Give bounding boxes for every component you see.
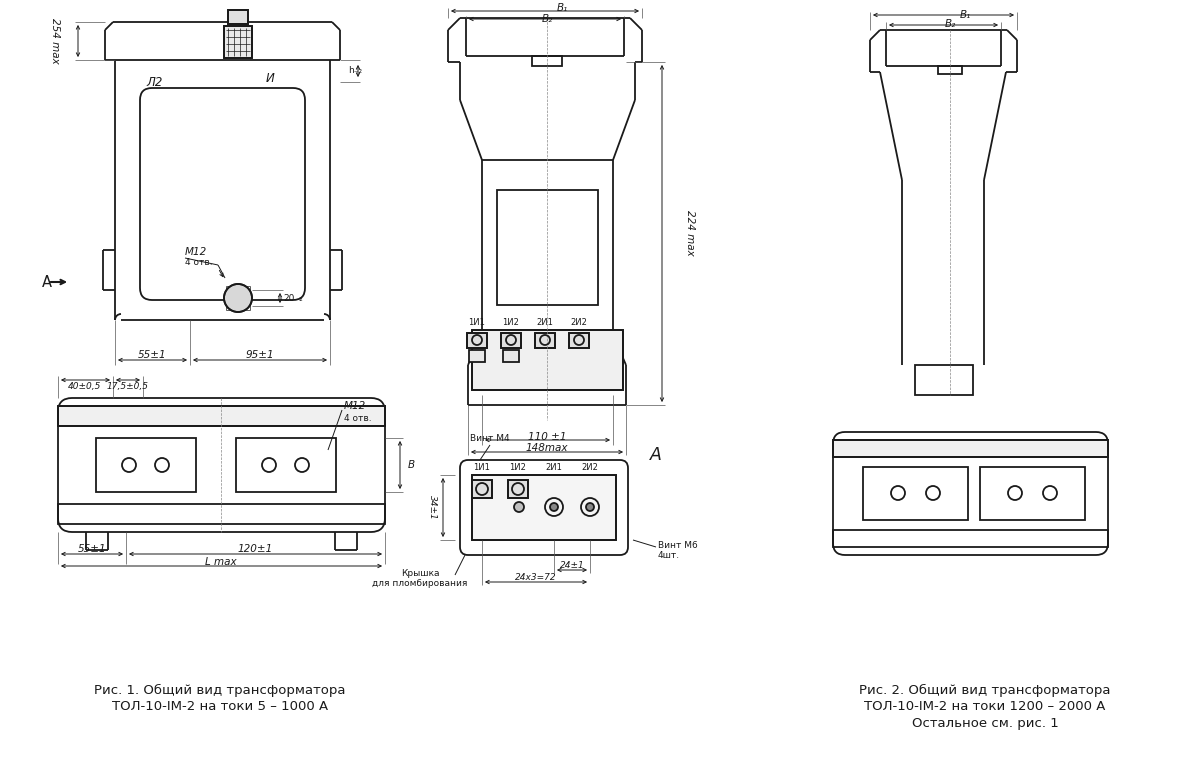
Bar <box>472 480 492 498</box>
Bar <box>472 475 616 540</box>
Bar <box>502 333 521 348</box>
Bar <box>503 350 520 362</box>
Bar <box>508 480 528 498</box>
Bar <box>472 330 623 390</box>
Text: 2И1: 2И1 <box>536 317 553 327</box>
Text: Винт М6: Винт М6 <box>658 541 697 549</box>
Text: h₋₂: h₋₂ <box>348 66 362 74</box>
Bar <box>224 26 252 58</box>
Text: 40±0,5: 40±0,5 <box>68 382 102 390</box>
Text: Рис. 2. Общий вид трансформатора: Рис. 2. Общий вид трансформатора <box>859 683 1111 697</box>
Text: 1И2: 1И2 <box>503 317 520 327</box>
Text: 4шт.: 4шт. <box>658 551 680 559</box>
Bar <box>236 438 336 492</box>
Circle shape <box>224 284 252 312</box>
Text: Рис. 1. Общий вид трансформатора: Рис. 1. Общий вид трансформатора <box>95 683 346 697</box>
Bar <box>532 56 562 66</box>
Text: Остальное см. рис. 1: Остальное см. рис. 1 <box>912 717 1058 730</box>
Bar <box>980 467 1085 520</box>
Bar <box>224 26 252 58</box>
Text: B₂: B₂ <box>541 14 553 24</box>
Text: А: А <box>650 446 662 464</box>
Bar <box>569 333 589 348</box>
Circle shape <box>586 503 594 511</box>
Bar <box>467 333 487 348</box>
Text: B₁: B₁ <box>959 10 971 20</box>
Bar <box>535 333 554 348</box>
Text: 55±1: 55±1 <box>138 350 167 360</box>
Text: 110 ±1: 110 ±1 <box>528 432 566 442</box>
Text: 4 отв.: 4 отв. <box>344 414 372 422</box>
Bar <box>508 480 528 498</box>
Bar <box>863 467 968 520</box>
Circle shape <box>550 503 558 511</box>
Text: 20₋₂: 20₋₂ <box>283 294 302 302</box>
Bar <box>228 10 248 24</box>
Text: 2И2: 2И2 <box>582 463 599 471</box>
Text: ТОЛ-10-IM-2 на токи 5 – 1000 А: ТОЛ-10-IM-2 на токи 5 – 1000 А <box>112 701 328 714</box>
Bar <box>228 10 248 24</box>
Text: М12: М12 <box>344 401 366 411</box>
Bar <box>502 333 521 348</box>
Text: 34±1: 34±1 <box>427 495 437 519</box>
Bar <box>833 440 1108 457</box>
Bar <box>569 333 589 348</box>
Bar <box>916 365 973 395</box>
Text: 24х3=72: 24х3=72 <box>515 574 557 582</box>
Text: 4 отв.: 4 отв. <box>185 258 212 266</box>
Text: В: В <box>408 460 414 470</box>
Text: B₂: B₂ <box>944 19 955 29</box>
Bar <box>535 333 554 348</box>
Bar <box>467 333 487 348</box>
Bar <box>58 406 385 426</box>
Text: 17,5±0,5: 17,5±0,5 <box>107 382 149 390</box>
Circle shape <box>514 502 524 512</box>
Text: 1И1: 1И1 <box>468 317 486 327</box>
Text: 120±1: 120±1 <box>238 544 272 554</box>
Bar <box>469 350 485 362</box>
Bar <box>833 440 1108 457</box>
Text: 1И1: 1И1 <box>474 463 491 471</box>
Text: L max: L max <box>205 557 236 567</box>
Text: Винт М4: Винт М4 <box>470 434 510 442</box>
Text: 2И2: 2И2 <box>570 317 588 327</box>
Text: 24±1: 24±1 <box>559 561 584 569</box>
Bar <box>472 330 623 390</box>
Bar <box>472 475 616 540</box>
Bar <box>58 406 385 426</box>
Text: Л2: Л2 <box>146 76 163 89</box>
Text: М12: М12 <box>185 247 208 257</box>
Text: 254 max: 254 max <box>50 18 60 63</box>
Text: 1И2: 1И2 <box>510 463 527 471</box>
Bar <box>472 480 492 498</box>
Text: B₁: B₁ <box>557 3 568 13</box>
Text: И: И <box>265 71 275 84</box>
Text: 224 max: 224 max <box>685 210 695 256</box>
Text: А: А <box>42 275 52 289</box>
Text: для пломбирования: для пломбирования <box>372 578 468 588</box>
Text: 55±1: 55±1 <box>78 544 107 554</box>
Bar <box>58 504 385 524</box>
Text: 2И1: 2И1 <box>546 463 563 471</box>
Bar <box>833 530 1108 547</box>
Text: 95±1: 95±1 <box>246 350 275 360</box>
Bar <box>96 438 196 492</box>
Bar <box>497 190 598 305</box>
Text: Крышка: Крышка <box>401 568 439 578</box>
Text: 148max: 148max <box>526 443 569 453</box>
Text: ТОЛ-10-IM-2 на токи 1200 – 2000 А: ТОЛ-10-IM-2 на токи 1200 – 2000 А <box>864 701 1105 714</box>
Bar <box>938 66 962 74</box>
